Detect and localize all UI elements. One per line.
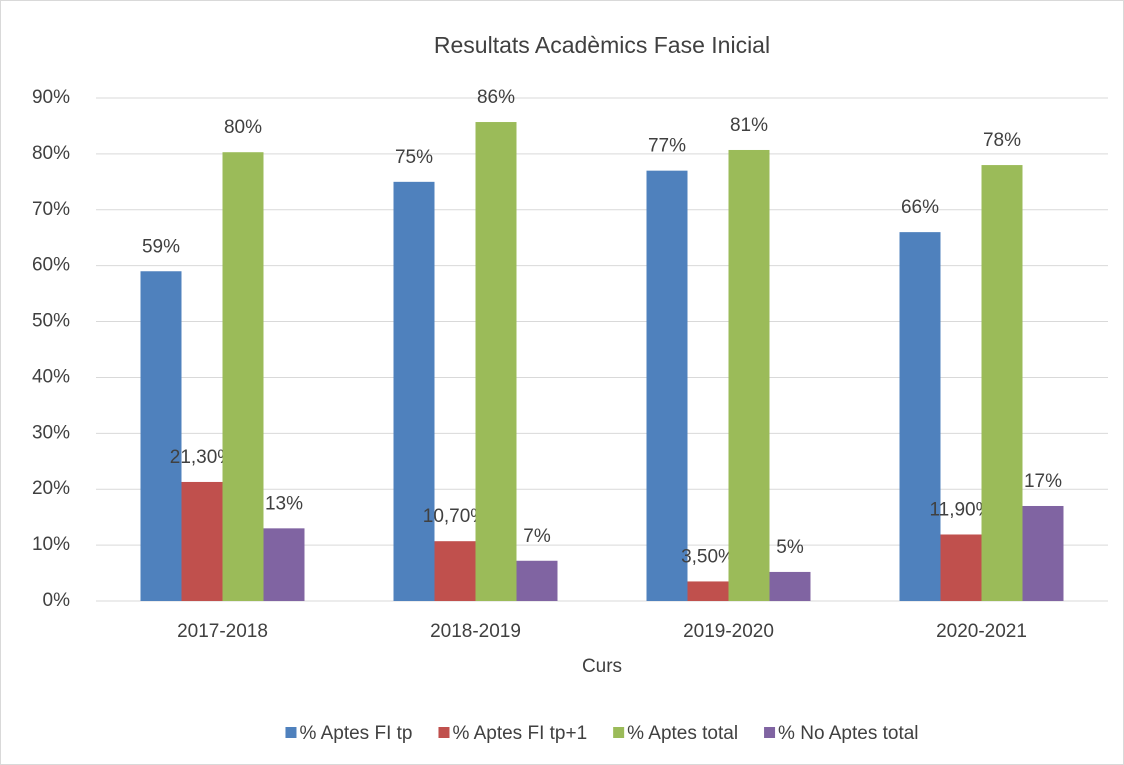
legend-label: % Aptes FI tp — [299, 723, 412, 744]
x-tick-label: 2018-2019 — [430, 621, 521, 642]
chart-title: Resultats Acadèmics Fase Inicial — [434, 32, 770, 58]
data-label: 59% — [142, 236, 180, 257]
data-label: 81% — [730, 115, 768, 136]
data-label: 10,70% — [423, 506, 488, 527]
x-axis-title: Curs — [582, 656, 622, 677]
bar — [646, 170, 688, 601]
x-tick-label: 2017-2018 — [177, 621, 268, 642]
data-label: 21,30% — [170, 447, 235, 468]
data-label: 13% — [265, 493, 303, 514]
legend-label: % Aptes FI tp+1 — [452, 723, 587, 744]
y-tick-label: 50% — [32, 311, 70, 332]
bar — [1022, 505, 1064, 601]
bar — [687, 581, 729, 601]
legend-swatch — [764, 727, 776, 738]
y-tick-label: 0% — [43, 590, 71, 611]
data-label: 11,90% — [929, 500, 992, 521]
data-label: 86% — [477, 87, 515, 108]
bar — [516, 560, 558, 601]
bar — [140, 271, 182, 601]
bar — [222, 152, 264, 601]
data-label: 5% — [776, 537, 804, 558]
legend-label: % Aptes total — [627, 723, 738, 744]
x-tick-label: 2019-2020 — [683, 621, 774, 642]
data-label: 80% — [224, 117, 262, 138]
bar — [393, 181, 435, 602]
bar — [769, 571, 811, 601]
y-tick-label: 70% — [32, 199, 70, 220]
bar — [263, 528, 305, 601]
y-tick-label: 30% — [32, 422, 70, 443]
bar — [940, 534, 982, 601]
y-tick-label: 60% — [32, 255, 70, 276]
data-label: 77% — [648, 136, 686, 157]
y-tick-label: 80% — [32, 143, 70, 164]
data-label: 75% — [395, 147, 433, 168]
bar — [899, 232, 941, 601]
legend-swatch — [613, 727, 625, 738]
legend-label: % No Aptes total — [778, 723, 918, 744]
data-label: 17% — [1024, 471, 1062, 492]
bar — [181, 481, 223, 601]
bar — [475, 122, 517, 601]
data-label: 7% — [523, 526, 551, 547]
data-label: 3,50% — [681, 546, 735, 567]
data-label: 78% — [983, 130, 1021, 151]
legend-swatch — [285, 727, 297, 738]
x-tick-label: 2020-2021 — [936, 621, 1027, 642]
y-tick-label: 90% — [32, 87, 70, 108]
y-tick-label: 40% — [32, 366, 70, 387]
legend-swatch — [438, 727, 450, 738]
y-tick-label: 10% — [32, 534, 70, 555]
bar — [434, 541, 476, 601]
bar — [728, 149, 770, 601]
bar — [981, 165, 1023, 602]
data-label: 66% — [901, 197, 939, 218]
y-tick-label: 20% — [32, 478, 70, 499]
